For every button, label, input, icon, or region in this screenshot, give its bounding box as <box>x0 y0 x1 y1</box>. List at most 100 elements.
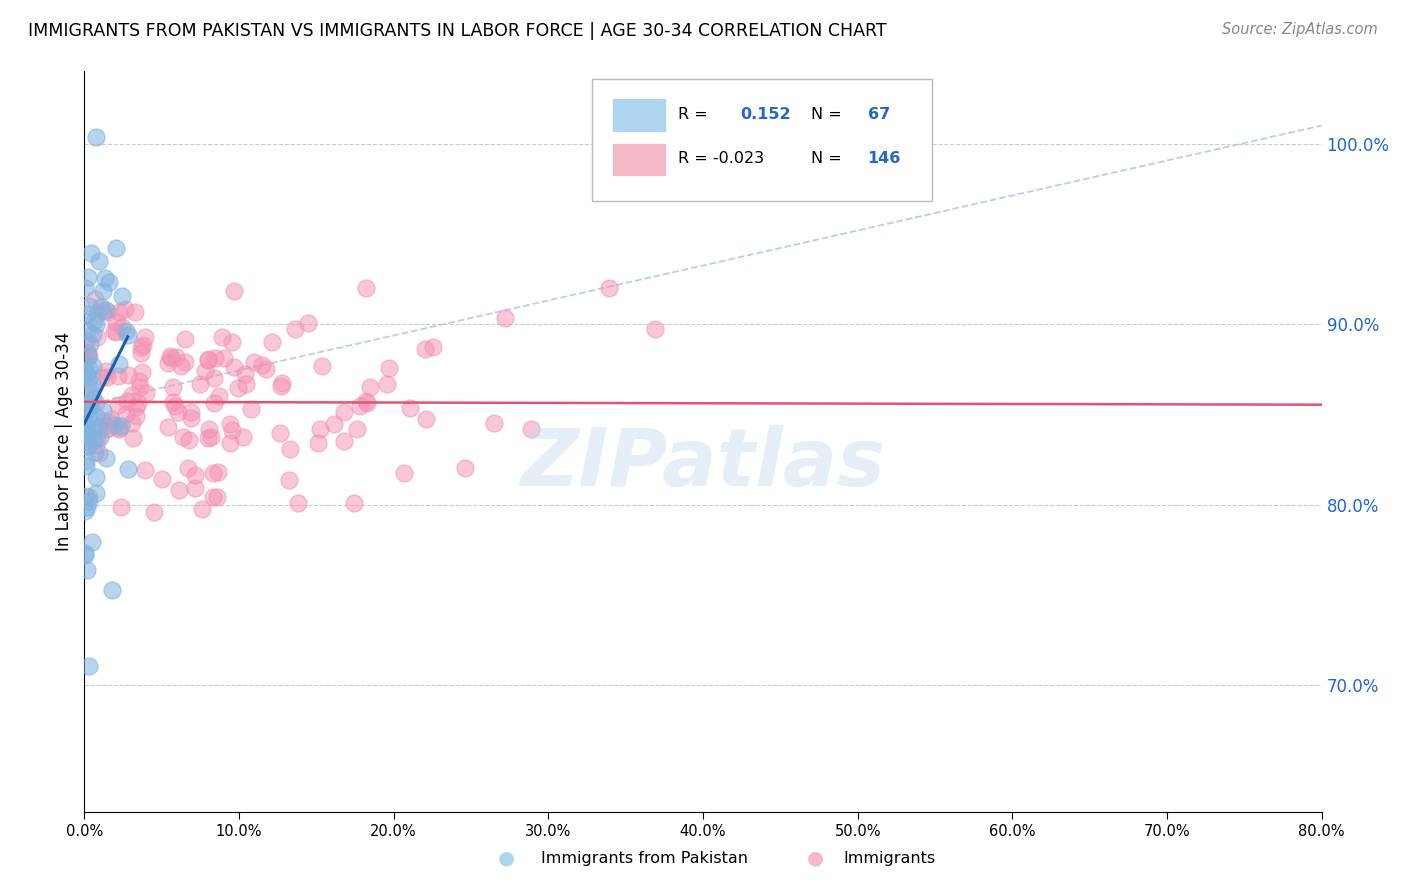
Point <box>117 462 139 476</box>
Point <box>194 364 217 378</box>
Point <box>77 439 100 453</box>
Point <box>100 412 122 426</box>
Point <box>75 367 97 381</box>
Point <box>80 535 103 549</box>
Point <box>156 420 179 434</box>
Point <box>124 409 146 423</box>
Point <box>96 451 118 466</box>
Point <box>197 422 219 436</box>
Point <box>287 496 309 510</box>
Point <box>197 431 219 445</box>
Point <box>520 422 543 436</box>
Point <box>93 284 115 298</box>
Point <box>111 320 134 334</box>
Point <box>90 369 112 384</box>
Point <box>75 546 97 560</box>
Point <box>311 359 333 374</box>
Point <box>75 281 97 295</box>
Point <box>128 380 150 394</box>
Point <box>356 396 378 410</box>
Point <box>77 349 100 363</box>
Point <box>89 445 111 459</box>
Point <box>96 370 118 384</box>
Point <box>205 490 228 504</box>
Point <box>94 271 117 285</box>
Point <box>354 281 377 295</box>
Point <box>224 360 246 375</box>
Point <box>77 269 100 284</box>
Point <box>278 442 301 457</box>
Point <box>77 370 100 384</box>
Point <box>162 395 184 409</box>
Point <box>84 470 107 484</box>
Point <box>84 445 107 459</box>
Point <box>359 379 381 393</box>
Point <box>271 376 294 390</box>
Point <box>108 357 131 371</box>
Point <box>91 414 114 428</box>
Point <box>197 352 219 367</box>
Point <box>84 485 107 500</box>
Point <box>91 304 114 318</box>
Point <box>211 330 233 344</box>
Bar <box>613 100 665 130</box>
Point <box>163 399 186 413</box>
Point <box>79 395 101 409</box>
Point <box>157 356 180 370</box>
Point <box>454 461 477 475</box>
Point <box>121 388 143 402</box>
Point <box>76 307 98 321</box>
Point <box>103 324 125 338</box>
Point <box>77 346 100 360</box>
Point <box>122 431 145 445</box>
Point <box>80 376 103 391</box>
Point <box>297 316 319 330</box>
Point <box>77 362 100 376</box>
Point <box>250 358 273 372</box>
Point <box>97 421 120 435</box>
Point <box>333 405 356 419</box>
Point <box>221 424 243 438</box>
Point <box>83 314 105 328</box>
Point <box>75 417 97 432</box>
Point <box>127 395 149 409</box>
Point <box>349 400 371 414</box>
Point <box>142 504 165 518</box>
Point <box>235 377 257 392</box>
Point <box>415 412 437 426</box>
Point <box>86 307 108 321</box>
Point <box>79 401 101 416</box>
Point <box>79 337 101 351</box>
Point <box>278 473 301 487</box>
Text: R =: R = <box>678 107 709 122</box>
Text: Immigrants from Pakistan: Immigrants from Pakistan <box>541 851 748 865</box>
Point <box>87 253 110 268</box>
Point <box>107 369 129 384</box>
Point <box>84 437 107 451</box>
Point <box>343 496 366 510</box>
Point <box>75 434 97 448</box>
Point <box>110 288 132 302</box>
Text: ZIPatlas: ZIPatlas <box>520 425 886 503</box>
Point <box>75 504 97 518</box>
Point <box>375 377 398 392</box>
Point <box>82 359 104 373</box>
Point <box>117 328 139 343</box>
Point <box>84 409 107 424</box>
Point <box>159 349 181 363</box>
Point <box>115 324 138 338</box>
Point <box>79 384 101 399</box>
Point <box>125 400 148 414</box>
Point <box>201 467 224 481</box>
Point <box>84 292 107 306</box>
Point <box>232 430 254 444</box>
Point <box>422 339 444 353</box>
Point <box>128 374 150 388</box>
Point <box>77 494 100 508</box>
Point <box>233 367 256 381</box>
Point <box>323 417 346 432</box>
Point <box>76 344 98 359</box>
Point <box>77 349 100 363</box>
Point <box>173 332 195 346</box>
Point <box>96 364 118 378</box>
